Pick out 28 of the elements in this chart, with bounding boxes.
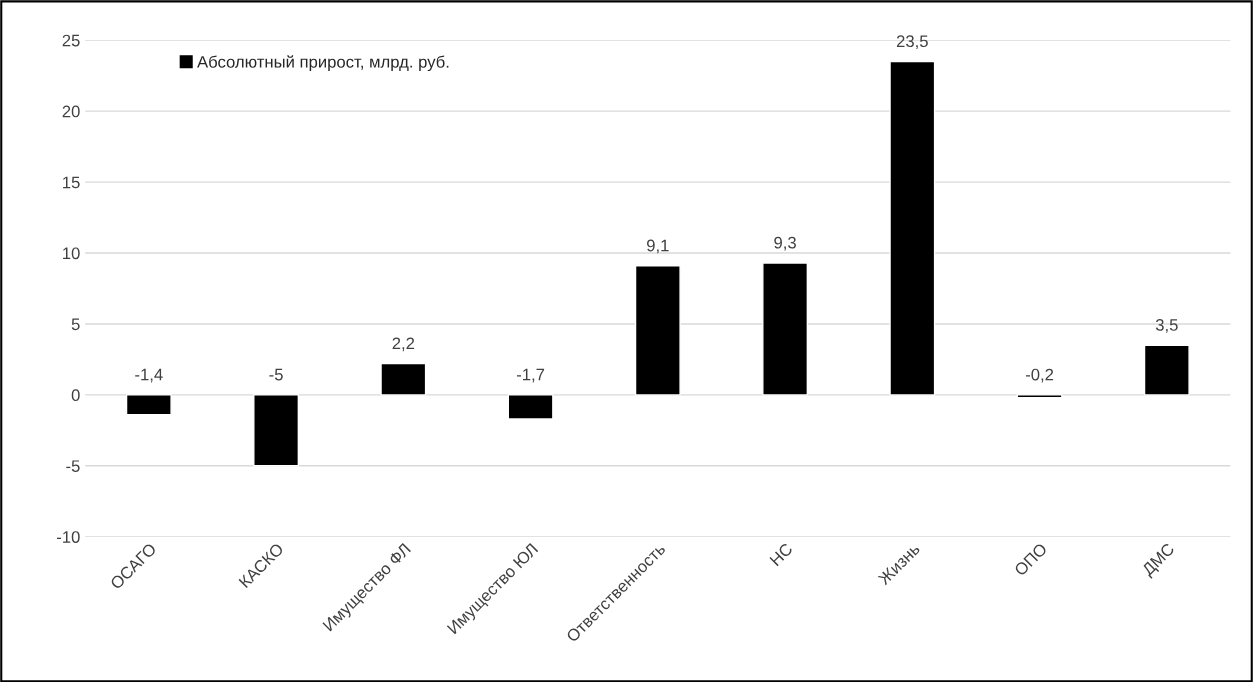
bar [1143,344,1190,396]
y-tick-label: 25 [62,34,80,47]
y-tick-label: 10 [63,247,80,260]
bar [889,60,936,396]
bar [1016,394,1063,399]
bar [253,394,300,467]
x-tick-label: НС [769,542,794,567]
bar [762,262,809,396]
data-label: 3,5 [1155,319,1178,333]
bar [507,394,554,420]
data-label: 23,5 [896,35,928,50]
y-tick-label: 20 [62,105,80,118]
data-label: -1,7 [516,368,545,383]
y-tick-label: 0 [71,389,80,402]
bar [380,362,427,396]
bar [125,394,172,416]
data-label: 9,1 [647,239,669,254]
y-tick-label: 15 [63,176,80,189]
legend-label: Абсолютный прирост, млрд. руб. [197,55,449,72]
y-tick-label: -5 [66,460,80,473]
data-label: -5 [269,368,283,381]
data-label: -1,4 [135,368,163,383]
data-label: -0,2 [1025,368,1054,383]
y-tick-label: -10 [57,531,80,543]
bar [634,265,681,396]
data-label: 9,3 [774,236,796,251]
data-label: 2,2 [392,337,415,352]
y-tick-label: 5 [71,318,80,331]
